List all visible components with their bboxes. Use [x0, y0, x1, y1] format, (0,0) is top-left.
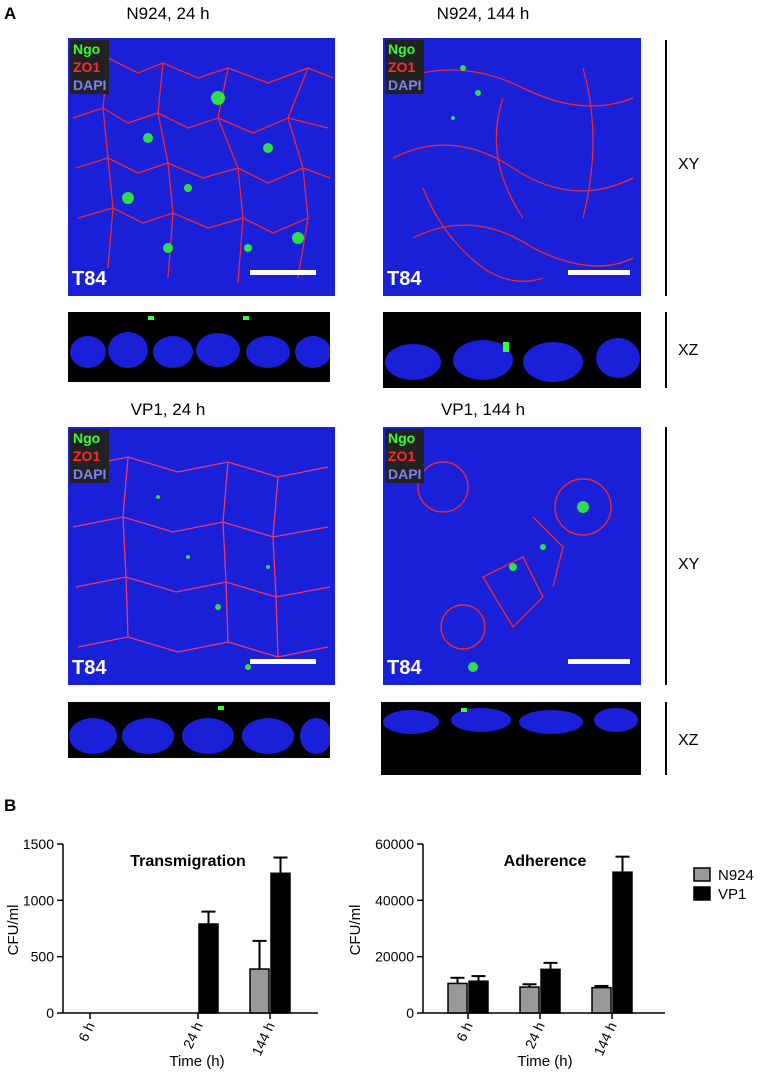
image-title-vp1-144h: VP1, 144 h [440, 400, 526, 419]
panel-b-letter: B [4, 796, 17, 815]
zo1-network [417, 461, 612, 672]
y-tick-label: 0 [46, 1005, 54, 1021]
xz-bracket-line [665, 702, 667, 775]
x-tick-label: 144 h [248, 1020, 277, 1059]
legend-swatch-n924 [693, 867, 711, 882]
x-tick-label: 6 h [453, 1020, 476, 1044]
micrograph-xz-n924-144h [383, 312, 641, 388]
panel-a-letter: A [4, 4, 17, 23]
y-tick-label: 60000 [375, 836, 414, 852]
xy-label: XY [678, 556, 700, 573]
stain-label-ngo: Ngo [385, 429, 425, 447]
x-tick-label: 144 h [590, 1020, 619, 1059]
stain-label-dapi: DAPI [70, 465, 110, 483]
panel-b-charts: 0 500 1000 1500 6 h 24 h 144 h Transmigration… [5, 836, 754, 1070]
bar-n924-6h [447, 982, 468, 1014]
stain-label-zo1: ZO1 [70, 447, 110, 465]
xz-nuclei [383, 708, 638, 734]
image-title-n924-24h: N924, 24 h [126, 4, 210, 23]
scale-bar [568, 270, 630, 275]
chart-title: Transmigration [130, 853, 246, 870]
stain-label-ngo: Ngo [70, 429, 110, 447]
legend-swatch-vp1 [693, 886, 711, 901]
chart-title: Adherence [504, 853, 587, 870]
y-tick-label: 40000 [375, 892, 414, 908]
xz-nuclei [69, 706, 330, 754]
stain-legend-vp1-144h: Ngo ZO1 DAPI [385, 429, 425, 483]
chart-legend: N924 VP1 [693, 867, 754, 903]
micrograph-xy-vp1-144h [383, 427, 641, 685]
x-axis-label: Time (h) [169, 1053, 224, 1070]
micrograph-xz-vp1-24h [68, 702, 330, 758]
xz-bracket-line [665, 312, 667, 388]
y-axis-label: CFU/ml [347, 905, 364, 956]
micrograph-xy-n924-144h [383, 38, 641, 296]
bar-vp1-24h [198, 923, 219, 1014]
y-axis-label: CFU/ml [5, 905, 22, 956]
xz-label: XZ [678, 342, 699, 359]
image-title-vp1-24h: VP1, 24 h [130, 400, 206, 419]
xz-nuclei [70, 316, 330, 368]
y-tick-label: 500 [31, 949, 55, 965]
xy-bracket-line [665, 427, 667, 685]
cell-line-label: T84 [387, 657, 422, 679]
bar-vp1-144h [270, 872, 291, 1014]
scale-bar [250, 659, 316, 664]
micrograph-xz-n924-24h [68, 312, 330, 382]
legend-label-vp1: VP1 [718, 886, 746, 903]
scale-bar [250, 270, 316, 275]
micrograph-xz-vp1-144h [381, 702, 641, 775]
micrograph-xy-n924-24h [68, 38, 335, 296]
bar-vp1-6h [468, 980, 489, 1014]
scale-bar [568, 659, 630, 664]
stain-label-dapi: DAPI [385, 465, 425, 483]
y-tick-label: 0 [406, 1005, 414, 1021]
cell-line-label: T84 [72, 268, 107, 290]
zo1-network [72, 456, 331, 670]
y-tick-label: 1500 [23, 836, 54, 852]
x-tick-label: 24 h [522, 1020, 548, 1051]
image-title-n924-144h: N924, 144 h [436, 4, 530, 23]
stain-legend-n924-24h: Ngo ZO1 DAPI [70, 40, 110, 94]
stain-legend-vp1-24h: Ngo ZO1 DAPI [70, 429, 110, 483]
y-tick-label: 1000 [23, 892, 54, 908]
bar-n924-24h [519, 986, 540, 1014]
cell-line-label: T84 [72, 657, 107, 679]
xz-nuclei [385, 338, 640, 382]
bar-n924-144h [249, 968, 270, 1014]
stain-label-dapi: DAPI [385, 76, 425, 94]
bar-vp1-24h [540, 968, 561, 1014]
xy-label: XY [678, 156, 700, 173]
stain-label-zo1: ZO1 [70, 58, 110, 76]
stain-label-ngo: Ngo [385, 40, 425, 58]
xy-bracket-line [665, 40, 667, 296]
stain-label-dapi: DAPI [70, 76, 110, 94]
x-axis-label: Time (h) [517, 1053, 572, 1070]
legend-label-n924: N924 [718, 867, 754, 884]
bar-vp1-144h [612, 871, 633, 1014]
stain-label-zo1: ZO1 [385, 447, 425, 465]
stain-legend-n924-144h: Ngo ZO1 DAPI [385, 40, 425, 94]
xz-label: XZ [678, 732, 699, 749]
cell-line-label: T84 [387, 268, 422, 290]
zo1-network [392, 65, 634, 282]
x-tick-label: 6 h [75, 1020, 98, 1044]
y-tick-label: 20000 [375, 949, 414, 965]
stain-label-zo1: ZO1 [385, 58, 425, 76]
x-tick-label: 24 h [180, 1020, 206, 1051]
bar-n924-144h [591, 986, 612, 1014]
stain-label-ngo: Ngo [70, 40, 110, 58]
chart-transmigration: 0 500 1000 1500 6 h 24 h 144 h Transmigration… [5, 836, 318, 1070]
micrograph-xy-vp1-24h [68, 427, 335, 685]
